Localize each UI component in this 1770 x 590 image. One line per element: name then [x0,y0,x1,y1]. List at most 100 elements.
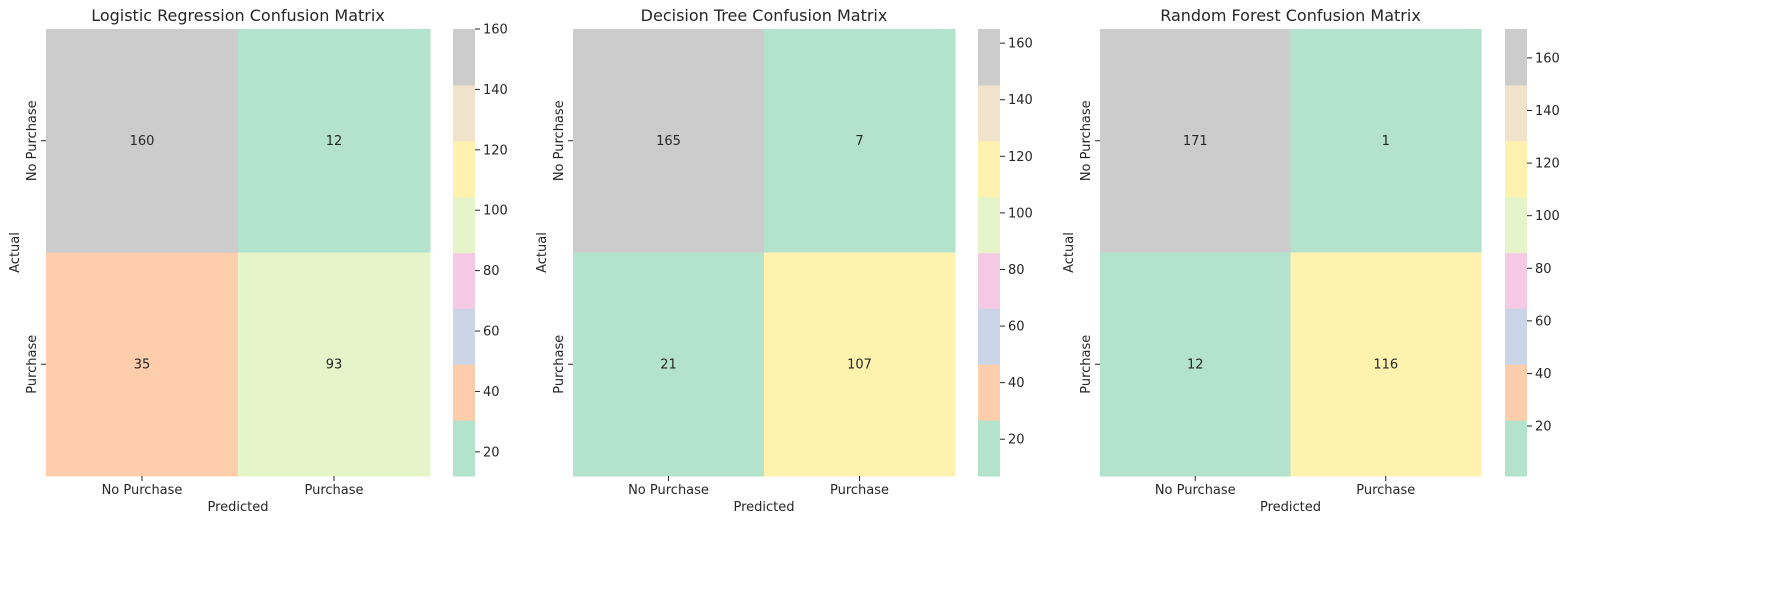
colorbar-band [453,252,475,309]
colorbar-tick-label: 40 [1008,376,1025,391]
colorbar-tick-label: 80 [1008,263,1025,278]
heatmap-cell [764,252,956,477]
colorbar-band [453,29,475,86]
colorbar-band [453,308,475,365]
x-tick-label: Purchase [1356,483,1415,498]
colorbar-band [1505,420,1527,477]
colorbar-tick-label: 60 [1008,320,1025,335]
colorbar-tick-label: 160 [483,23,508,38]
colorbar-tick-label: 140 [483,83,508,98]
x-axis-label: Predicted [733,500,794,515]
cell-value: 160 [130,134,155,149]
colorbar: 20 40 60 80 100 120 140 160 [1505,29,1560,477]
colorbar-tick-label: 20 [483,445,500,460]
colorbar-tick-label: 20 [1008,433,1025,448]
colorbar-tick-label: 120 [1008,150,1033,165]
cell-value: 7 [855,134,863,149]
y-tick-label: Purchase [25,335,40,394]
y-tick-label: No Purchase [25,100,40,181]
colorbar-tick-label: 120 [1535,157,1560,172]
colorbar-band [978,252,1000,309]
colorbar-band [453,140,475,198]
heatmap-cell [46,29,239,253]
colorbar-band [978,29,1000,86]
cell-value: 1 [1382,134,1390,149]
heatmap-cell [46,252,239,477]
colorbar-tick-label: 60 [1535,314,1552,329]
y-tick-label: Purchase [1079,335,1094,394]
colorbar-band [1505,196,1527,253]
colorbar-band [453,196,475,253]
colorbar: 20 40 60 80 100 120 140 160 [978,29,1033,477]
colorbar-tick-label: 100 [483,204,508,219]
cell-value: 12 [1187,357,1204,372]
colorbar-tick-label: 100 [1535,209,1560,224]
colorbar-band [978,84,1000,142]
colorbar-band [1505,140,1527,198]
colorbar-band [978,196,1000,253]
colorbar-band [1505,308,1527,365]
cell-value: 35 [134,357,151,372]
colorbar-tick-label: 120 [483,143,508,158]
y-tick-label: No Purchase [552,100,567,181]
colorbar-band [1505,252,1527,309]
colorbar-tick-label: 40 [1535,367,1552,382]
y-axis-label: Actual [535,232,550,273]
chart-title: Random Forest Confusion Matrix [1160,6,1421,25]
colorbar-band [1505,364,1527,421]
x-axis-label: Predicted [207,500,268,515]
colorbar-tick-label: 80 [1535,262,1552,277]
heatmap-cell [1100,29,1291,253]
colorbar-tick-label: 140 [1008,93,1033,108]
heatmap-panel-1: Logistic Regression Confusion Matrix 160 1… [8,6,508,515]
y-axis-label: Actual [1062,232,1077,273]
colorbar-tick-label: 60 [483,325,500,340]
colorbar-tick-label: 40 [483,385,500,400]
heatmap-cell [764,29,956,253]
colorbar-tick-label: 80 [483,264,500,279]
x-tick-label: No Purchase [102,483,183,498]
x-tick-label: Purchase [830,483,889,498]
colorbar-tick-label: 160 [1535,51,1560,66]
colorbar-band [1505,84,1527,142]
colorbar-tick-label: 100 [1008,206,1033,221]
cell-value: 12 [326,134,343,149]
cell-value: 171 [1183,134,1208,149]
y-axis-label: Actual [8,232,23,273]
heatmap-cell [238,252,431,477]
heatmap-cell [573,252,765,477]
colorbar-tick-label: 20 [1535,420,1552,435]
heatmap-panel-3: Random Forest Confusion Matrix 171 1 12 116 N… [1062,6,1560,515]
cell-value: 93 [326,357,343,372]
colorbar-band [453,84,475,142]
heatmap-cell [238,29,431,253]
colorbar-band [978,140,1000,198]
chart-title: Decision Tree Confusion Matrix [641,6,888,25]
x-axis-label: Predicted [1260,500,1321,515]
x-tick-label: No Purchase [628,483,709,498]
colorbar-band [978,308,1000,365]
cell-value: 165 [656,134,681,149]
x-tick-label: No Purchase [1155,483,1236,498]
colorbar-band [978,364,1000,421]
colorbar-tick-label: 140 [1535,104,1560,119]
y-tick-label: No Purchase [1079,100,1094,181]
y-tick-label: Purchase [552,335,567,394]
heatmap-panel-2: Decision Tree Confusion Matrix 165 7 21 107 N… [535,6,1033,515]
colorbar-band [978,420,1000,477]
colorbar-band [453,420,475,477]
heatmap-cell [1290,29,1482,253]
heatmap-cell [1290,252,1482,477]
chart-title: Logistic Regression Confusion Matrix [91,6,385,25]
colorbar-tick-label: 160 [1008,37,1033,52]
cell-value: 107 [847,357,872,372]
colorbar: 20 40 60 80 100 120 140 160 [453,23,508,477]
colorbar-band [453,364,475,421]
heatmap-cell [1100,252,1291,477]
x-tick-label: Purchase [304,483,363,498]
heatmap-cell [573,29,765,253]
cell-value: 116 [1373,357,1398,372]
cell-value: 21 [660,357,677,372]
colorbar-band [1505,29,1527,86]
